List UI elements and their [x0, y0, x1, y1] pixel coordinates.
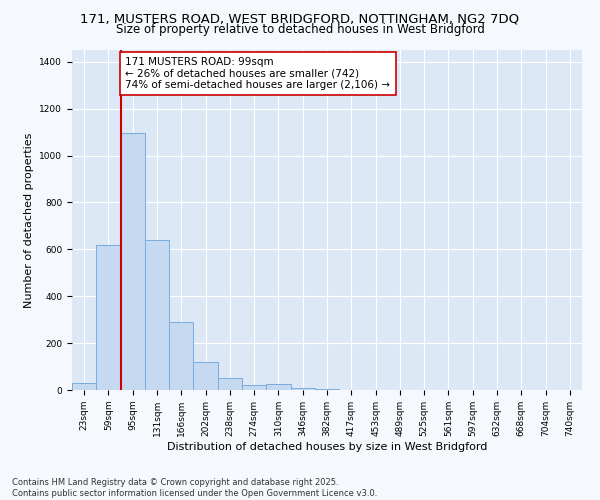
Bar	[145, 240, 169, 390]
Bar	[169, 322, 193, 390]
Bar	[315, 389, 339, 390]
Bar	[218, 378, 242, 390]
Text: Size of property relative to detached houses in West Bridgford: Size of property relative to detached ho…	[116, 22, 484, 36]
X-axis label: Distribution of detached houses by size in West Bridgford: Distribution of detached houses by size …	[167, 442, 487, 452]
Y-axis label: Number of detached properties: Number of detached properties	[24, 132, 34, 308]
Bar	[96, 244, 121, 390]
Bar	[242, 386, 266, 390]
Bar	[121, 133, 145, 390]
Bar	[290, 388, 315, 390]
Bar	[193, 362, 218, 390]
Text: 171, MUSTERS ROAD, WEST BRIDGFORD, NOTTINGHAM, NG2 7DQ: 171, MUSTERS ROAD, WEST BRIDGFORD, NOTTI…	[80, 12, 520, 26]
Text: Contains HM Land Registry data © Crown copyright and database right 2025.
Contai: Contains HM Land Registry data © Crown c…	[12, 478, 377, 498]
Bar	[266, 384, 290, 390]
Text: 171 MUSTERS ROAD: 99sqm
← 26% of detached houses are smaller (742)
74% of semi-d: 171 MUSTERS ROAD: 99sqm ← 26% of detache…	[125, 57, 391, 90]
Bar	[72, 383, 96, 390]
